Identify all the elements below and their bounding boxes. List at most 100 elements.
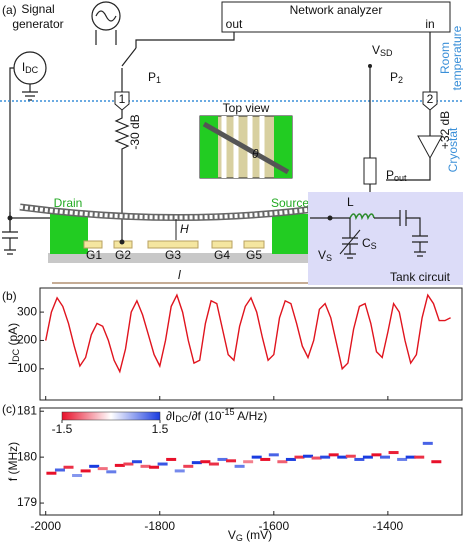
- heatmap-cell: [311, 456, 322, 460]
- heatmap-cell: [422, 441, 433, 445]
- heatmap-cell: [80, 469, 91, 473]
- heatmap-cell: [183, 464, 194, 468]
- label: -30 dB: [128, 114, 142, 149]
- wire: [386, 158, 431, 181]
- heatmap-cell: [89, 464, 100, 468]
- capacitor: [2, 231, 18, 255]
- label-sub: 2: [398, 75, 403, 85]
- nanotube-pattern: [19, 205, 331, 220]
- label-main: P: [386, 168, 394, 182]
- label-part: A/Hz): [235, 409, 268, 423]
- x-tick-label: -1400: [373, 519, 404, 533]
- label: temperature: [450, 25, 463, 90]
- amplifier: [417, 135, 443, 160]
- label-part: (pA): [6, 323, 20, 349]
- label-part: (mV): [243, 528, 272, 542]
- heatmap-cell: [251, 455, 262, 459]
- heatmap-cell: [277, 460, 288, 464]
- heatmap-cell: [397, 457, 408, 461]
- label: Drain: [54, 196, 83, 210]
- label: Tank circuit: [390, 270, 451, 284]
- gate: [211, 240, 233, 249]
- label-part: /∂f (10: [188, 409, 222, 423]
- heatmap-cell: [260, 457, 271, 461]
- panel-label: (b): [2, 289, 17, 303]
- wire: [9, 67, 14, 230]
- label: H: [180, 222, 189, 236]
- heatmap-cell: [114, 463, 125, 467]
- heatmap-cell: [149, 465, 160, 469]
- label-sub: SD: [380, 48, 393, 58]
- label-sub: out: [394, 173, 407, 183]
- label: G2: [115, 248, 131, 262]
- heatmap-cell: [337, 455, 348, 459]
- y-tick-label: 100: [17, 361, 37, 375]
- label-part: ∂I: [166, 409, 175, 423]
- x-tick-label: -1600: [258, 519, 289, 533]
- terminal: [327, 215, 333, 221]
- heatmap-cell: [200, 460, 211, 464]
- wire: [406, 217, 421, 236]
- y-tick-label: 181: [17, 403, 37, 417]
- heatmap-cell: [362, 455, 373, 459]
- label-main: P: [148, 70, 156, 84]
- heatmap-cell: [123, 462, 134, 466]
- capacitor: [412, 235, 428, 257]
- nanotube-top: [202, 121, 290, 175]
- x-tick-label: -2000: [30, 519, 61, 533]
- label-main: V: [372, 43, 380, 57]
- label: CS: [362, 236, 377, 251]
- heatmap-cell: [285, 457, 296, 461]
- heatmap-cell: [191, 461, 202, 465]
- y-tick-label: 180: [17, 449, 37, 463]
- label: 1: [119, 92, 126, 106]
- label: Room: [438, 42, 452, 74]
- y-tick-label: 179: [17, 495, 37, 509]
- label: IDC: [22, 60, 39, 75]
- heatmap-cell: [431, 460, 442, 464]
- heatmap-cell: [63, 465, 74, 469]
- heatmap-cell: [328, 453, 339, 457]
- port: [422, 91, 438, 111]
- heatmap-cell: [166, 457, 177, 461]
- heatmap-cell: [243, 460, 254, 464]
- heatmap-cell: [97, 467, 108, 471]
- label: Top view: [223, 101, 270, 115]
- heatmap-cell: [72, 474, 83, 478]
- sine-icon: [95, 10, 117, 22]
- label: Source: [271, 196, 309, 210]
- heatmap-cell: [234, 464, 245, 468]
- label: Network analyzer: [290, 3, 383, 17]
- label: G4: [214, 248, 230, 262]
- heatmap-cell: [414, 455, 425, 459]
- data-line: [45, 293, 451, 374]
- label-part: V: [228, 528, 236, 542]
- network-analyzer: [221, 1, 451, 33]
- panel-label: (c): [2, 402, 16, 416]
- gates: [83, 240, 265, 249]
- circuit-diagram: (a) Signal generator Network analyzer ou…: [0, 1, 463, 285]
- substrate: [48, 253, 312, 263]
- heatmap-cell: [354, 457, 365, 461]
- label: VSD: [372, 43, 393, 58]
- y-tick-label: 300: [17, 304, 37, 318]
- gate: [147, 240, 199, 249]
- x-tick-label: -1800: [144, 519, 175, 533]
- label-sub: S: [371, 241, 377, 251]
- label-sub: DC: [25, 65, 38, 75]
- y-axis-label: IDC (pA): [6, 323, 21, 365]
- label: G3: [165, 248, 181, 262]
- label-main: I: [22, 60, 25, 74]
- label-main: V: [318, 248, 326, 262]
- heatmap-cell: [371, 453, 382, 457]
- heatmap-cell: [380, 455, 391, 459]
- heatmap-cell: [226, 459, 237, 463]
- switch: [121, 47, 137, 67]
- label: VS: [318, 248, 332, 263]
- inductor: [349, 213, 375, 221]
- colorbar: [61, 411, 161, 421]
- label: Cryostat: [446, 127, 460, 172]
- heatmap-cell: [140, 464, 151, 468]
- label: P2: [390, 70, 403, 85]
